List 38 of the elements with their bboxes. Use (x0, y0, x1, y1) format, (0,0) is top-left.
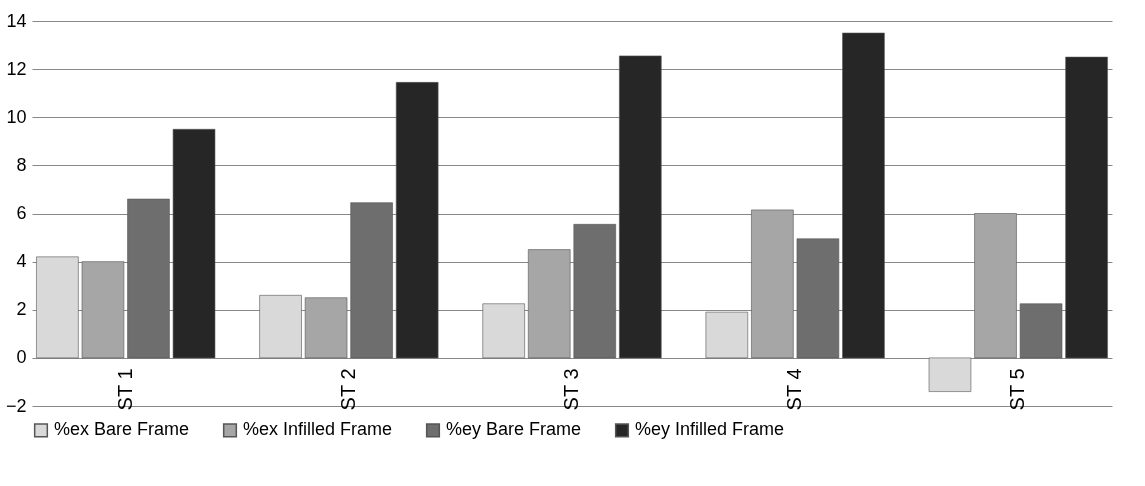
y-tick-label: 4 (16, 251, 27, 272)
y-tick-label: 2 (16, 299, 27, 320)
bar (842, 32, 885, 359)
bar (304, 297, 348, 359)
bar (705, 311, 749, 359)
bar (1065, 56, 1108, 359)
legend-label: %ex Bare Frame (54, 419, 190, 440)
legend-label: %ey Bare Frame (446, 419, 582, 440)
bar (796, 238, 840, 359)
bar (527, 249, 571, 359)
y-tick-label: 10 (6, 106, 27, 127)
bar (81, 261, 125, 359)
legend-label: %ex Infilled Frame (243, 419, 393, 440)
y-tick-label: −2 (5, 395, 27, 416)
x-tick-label: ST 4 (783, 368, 806, 411)
y-tick-label: 14 (6, 10, 27, 31)
bar (127, 198, 170, 359)
bar (395, 82, 439, 359)
x-tick-label: ST 5 (1006, 368, 1029, 411)
bar (36, 256, 79, 359)
y-tick-label: 0 (16, 347, 27, 368)
y-tick-label: 6 (16, 203, 27, 223)
bar (619, 55, 662, 359)
bar (974, 213, 1017, 359)
bar (573, 224, 617, 359)
x-tick-label: ST 3 (560, 368, 582, 411)
y-tick-label: 12 (6, 58, 27, 79)
bar (751, 209, 794, 359)
legend-label: %ey Infilled Frame (635, 419, 785, 440)
bar (1019, 303, 1063, 359)
x-tick-label: ST 1 (113, 368, 136, 411)
bar (259, 295, 302, 359)
bar (928, 357, 972, 392)
bar (482, 303, 525, 359)
bar (350, 202, 393, 359)
bar (172, 128, 216, 359)
y-tick-label: 8 (16, 154, 27, 175)
x-tick-label: ST 2 (336, 368, 359, 411)
